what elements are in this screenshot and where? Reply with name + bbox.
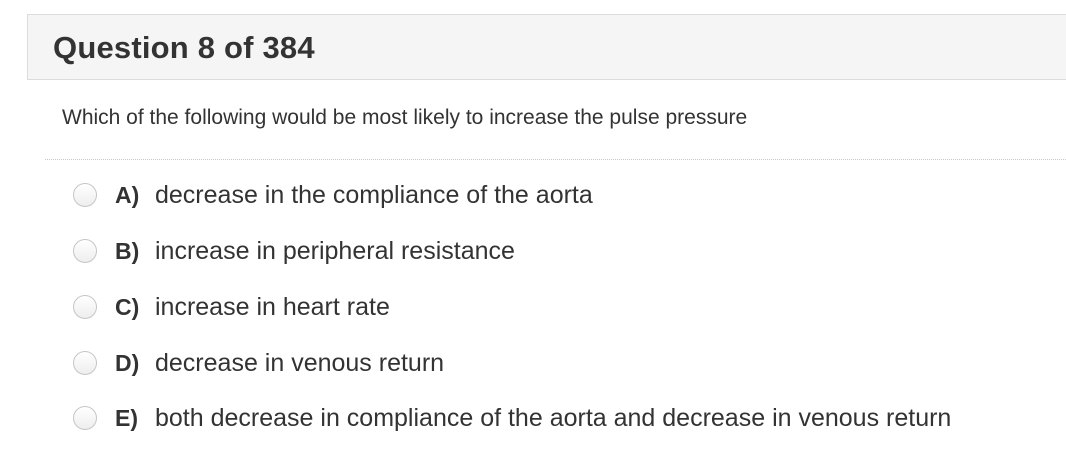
- option-text-b[interactable]: increase in peripheral resistance: [155, 237, 515, 265]
- radio-button-d[interactable]: [73, 351, 97, 375]
- answer-option-a[interactable]: A) decrease in the compliance of the aor…: [0, 168, 1066, 224]
- radio-button-b[interactable]: [73, 239, 97, 263]
- option-text-a[interactable]: decrease in the compliance of the aorta: [155, 181, 593, 209]
- option-letter-b: B): [115, 238, 140, 264]
- option-text-c[interactable]: increase in heart rate: [155, 293, 390, 321]
- divider: [45, 159, 1066, 160]
- radio-button-a[interactable]: [73, 183, 97, 207]
- option-letter-c: C): [115, 294, 140, 320]
- option-letter-a: A): [115, 182, 140, 208]
- answer-option-e[interactable]: E) both decrease in compliance of the ao…: [0, 391, 1066, 447]
- option-letter-e: E): [115, 405, 138, 431]
- answer-option-c[interactable]: C) increase in heart rate: [0, 280, 1066, 336]
- option-text-d[interactable]: decrease in venous return: [155, 349, 445, 377]
- question-header: Question 8 of 384: [27, 14, 1066, 80]
- question-text: Which of the following would be most lik…: [62, 106, 748, 129]
- answer-option-d[interactable]: D) decrease in venous return: [0, 336, 1066, 392]
- radio-button-e[interactable]: [73, 406, 97, 430]
- question-counter-title: Question 8 of 384: [53, 30, 315, 65]
- answer-option-b[interactable]: B) increase in peripheral resistance: [0, 224, 1066, 280]
- radio-button-c[interactable]: [73, 295, 97, 319]
- option-text-e[interactable]: both decrease in compliance of the aorta…: [155, 404, 952, 432]
- option-letter-d: D): [115, 350, 140, 376]
